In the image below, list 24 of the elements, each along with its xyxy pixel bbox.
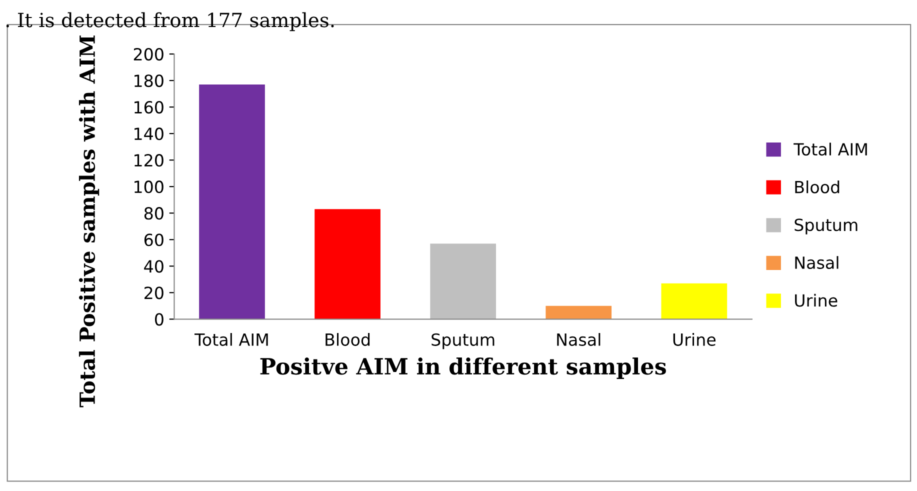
y-tick-label: 80	[144, 207, 164, 220]
x-tick-label: Total AIM	[194, 333, 268, 346]
y-tick-label: 120	[134, 154, 164, 167]
legend-label: Urine	[795, 294, 838, 307]
y-axis-title: Total Positive samples with AIM	[78, 36, 100, 408]
y-tick-label: 0	[155, 313, 164, 326]
x-tick-label: Blood	[326, 333, 370, 346]
y-tick-label: 40	[144, 260, 164, 273]
y-tick-label: 180	[134, 74, 164, 88]
legend-label: Sputum	[794, 218, 858, 234]
y-tick-label: 160	[134, 101, 164, 114]
y-tick-label: 100	[134, 180, 164, 194]
y-tick-label: 140	[134, 128, 164, 140]
y-tick-label: 60	[144, 234, 164, 246]
text: . It is detected from 177 samples.	[6, 12, 334, 32]
y-tick-label: 20	[144, 286, 164, 300]
legend-label: Blood	[795, 180, 840, 194]
y-tick-label: 200	[134, 48, 164, 61]
x-tick-label: Nasal	[557, 333, 600, 346]
legend-label: Nasal	[795, 256, 838, 269]
x-tick-label: Urine	[673, 333, 716, 346]
x-axis-title: Positve AIM in different samples	[260, 358, 666, 380]
x-tick-label: Sputum	[432, 333, 494, 350]
legend-label: Total AIM	[794, 142, 867, 156]
